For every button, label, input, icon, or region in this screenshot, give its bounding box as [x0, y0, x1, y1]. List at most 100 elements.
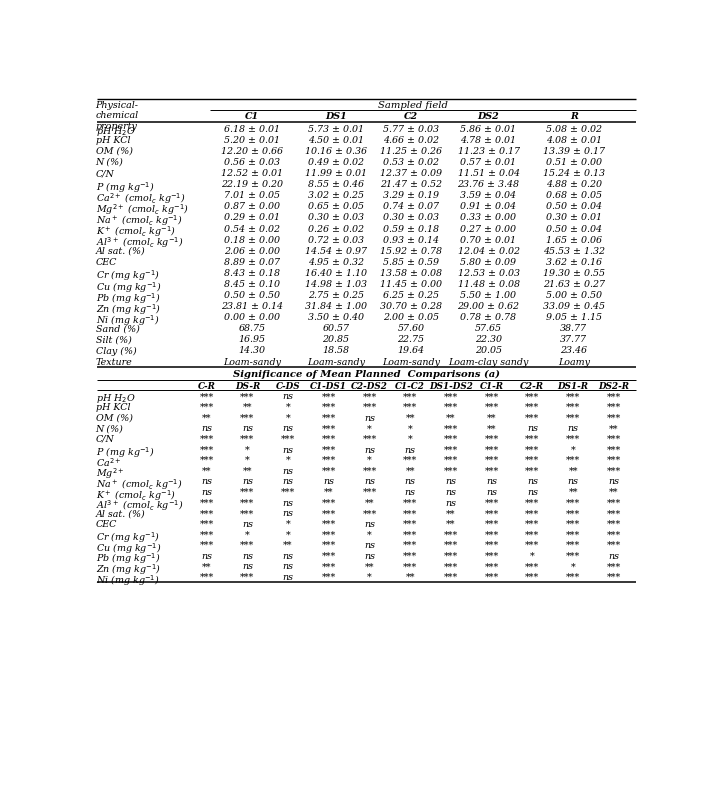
- Text: **: **: [405, 573, 415, 582]
- Text: DS1: DS1: [325, 111, 347, 120]
- Text: 0.56 ± 0.03: 0.56 ± 0.03: [224, 158, 280, 167]
- Text: Texture: Texture: [96, 358, 132, 367]
- Text: ***: ***: [485, 456, 499, 465]
- Text: ns: ns: [282, 573, 294, 582]
- Text: ***: ***: [240, 541, 255, 550]
- Text: ns: ns: [527, 488, 538, 497]
- Text: ***: ***: [322, 456, 336, 465]
- Text: ***: ***: [526, 403, 540, 412]
- Text: **: **: [202, 414, 212, 423]
- Text: 13.58 ± 0.08: 13.58 ± 0.08: [380, 269, 442, 277]
- Text: **: **: [568, 488, 578, 497]
- Text: ***: ***: [322, 552, 336, 561]
- Text: Pb (mg kg$^{-1}$): Pb (mg kg$^{-1}$): [96, 291, 160, 306]
- Text: ***: ***: [199, 456, 214, 465]
- Text: C2-DS2: C2-DS2: [351, 383, 388, 391]
- Text: ***: ***: [322, 392, 336, 402]
- Text: ***: ***: [566, 392, 581, 402]
- Text: ***: ***: [363, 435, 377, 444]
- Text: **: **: [446, 520, 455, 529]
- Text: ***: ***: [403, 520, 418, 529]
- Text: Na$^+$ (cmol$_c$ kg$^{-1}$): Na$^+$ (cmol$_c$ kg$^{-1}$): [96, 213, 182, 228]
- Text: 21.47 ± 0.52: 21.47 ± 0.52: [380, 180, 442, 189]
- Text: ns: ns: [201, 552, 212, 561]
- Text: ***: ***: [444, 446, 458, 455]
- Text: ***: ***: [566, 541, 581, 550]
- Text: ns: ns: [201, 488, 212, 497]
- Text: **: **: [446, 509, 455, 518]
- Text: ***: ***: [607, 403, 621, 412]
- Text: Loamy: Loamy: [558, 358, 590, 367]
- Text: C-R: C-R: [197, 383, 215, 391]
- Text: 38.77: 38.77: [561, 324, 587, 334]
- Text: ***: ***: [566, 573, 581, 582]
- Text: ***: ***: [199, 573, 214, 582]
- Text: 11.99 ± 0.01: 11.99 ± 0.01: [305, 169, 367, 178]
- Text: 16.40 ± 1.10: 16.40 ± 1.10: [305, 269, 367, 277]
- Text: **: **: [242, 403, 252, 412]
- Text: Al$^{3+}$ (cmol$_c$ kg$^{-1}$): Al$^{3+}$ (cmol$_c$ kg$^{-1}$): [96, 236, 183, 250]
- Text: ns: ns: [282, 424, 294, 433]
- Text: ns: ns: [568, 477, 578, 487]
- Text: 13.39 ± 0.17: 13.39 ± 0.17: [543, 147, 605, 156]
- Text: 0.51 ± 0.00: 0.51 ± 0.00: [546, 158, 602, 167]
- Text: ***: ***: [240, 499, 255, 508]
- Text: Sampled field: Sampled field: [378, 101, 448, 110]
- Text: OM (%): OM (%): [96, 147, 132, 156]
- Text: ***: ***: [526, 446, 540, 455]
- Text: *: *: [245, 456, 250, 465]
- Text: 5.73 ± 0.01: 5.73 ± 0.01: [308, 125, 364, 134]
- Text: 10.16 ± 0.36: 10.16 ± 0.36: [305, 147, 367, 156]
- Text: DS2: DS2: [478, 111, 499, 120]
- Text: ***: ***: [363, 488, 377, 497]
- Text: ***: ***: [199, 541, 214, 550]
- Text: *: *: [245, 531, 250, 540]
- Text: 29.00 ± 0.62: 29.00 ± 0.62: [458, 302, 520, 311]
- Text: **: **: [487, 424, 496, 433]
- Text: ***: ***: [199, 520, 214, 529]
- Text: ***: ***: [607, 520, 621, 529]
- Text: **: **: [487, 414, 496, 423]
- Text: Mg$^{2+}$: Mg$^{2+}$: [96, 467, 124, 481]
- Text: ns: ns: [364, 552, 375, 561]
- Text: 5.00 ± 0.50: 5.00 ± 0.50: [546, 291, 602, 300]
- Text: ***: ***: [526, 435, 540, 444]
- Text: ns: ns: [405, 477, 415, 487]
- Text: ***: ***: [607, 414, 621, 423]
- Text: 11.25 ± 0.26: 11.25 ± 0.26: [380, 147, 442, 156]
- Text: 0.30 ± 0.03: 0.30 ± 0.03: [383, 213, 439, 222]
- Text: **: **: [405, 414, 415, 423]
- Text: N (%): N (%): [96, 158, 124, 167]
- Text: 31.84 ± 1.00: 31.84 ± 1.00: [305, 302, 367, 311]
- Text: ***: ***: [322, 509, 336, 518]
- Text: ***: ***: [566, 435, 581, 444]
- Text: 9.05 ± 1.15: 9.05 ± 1.15: [546, 314, 602, 322]
- Text: Mg$^{2+}$ (cmol$_c$ kg$^{-1}$): Mg$^{2+}$ (cmol$_c$ kg$^{-1}$): [96, 202, 188, 217]
- Text: 0.74 ± 0.07: 0.74 ± 0.07: [383, 202, 439, 212]
- Text: ns: ns: [364, 541, 375, 550]
- Text: ***: ***: [566, 552, 581, 561]
- Text: ***: ***: [607, 562, 621, 572]
- Text: 15.92 ± 0.78: 15.92 ± 0.78: [380, 247, 442, 256]
- Text: P (mg kg$^{-1}$): P (mg kg$^{-1}$): [96, 180, 154, 195]
- Text: *: *: [571, 446, 576, 455]
- Text: ***: ***: [240, 488, 255, 497]
- Text: *: *: [367, 573, 372, 582]
- Text: **: **: [609, 488, 618, 497]
- Text: **: **: [365, 499, 374, 508]
- Text: ***: ***: [403, 531, 418, 540]
- Text: **: **: [405, 467, 415, 476]
- Text: ***: ***: [240, 392, 255, 402]
- Text: ***: ***: [403, 392, 418, 402]
- Text: ***: ***: [281, 435, 295, 444]
- Text: ns: ns: [282, 552, 294, 561]
- Text: ns: ns: [608, 552, 619, 561]
- Text: 12.52 ± 0.01: 12.52 ± 0.01: [221, 169, 283, 178]
- Text: ***: ***: [444, 403, 458, 412]
- Text: ***: ***: [526, 456, 540, 465]
- Text: ns: ns: [282, 499, 294, 508]
- Text: 3.29 ± 0.19: 3.29 ± 0.19: [383, 191, 439, 200]
- Text: 68.75: 68.75: [239, 324, 266, 334]
- Text: ***: ***: [322, 573, 336, 582]
- Text: ns: ns: [527, 477, 538, 487]
